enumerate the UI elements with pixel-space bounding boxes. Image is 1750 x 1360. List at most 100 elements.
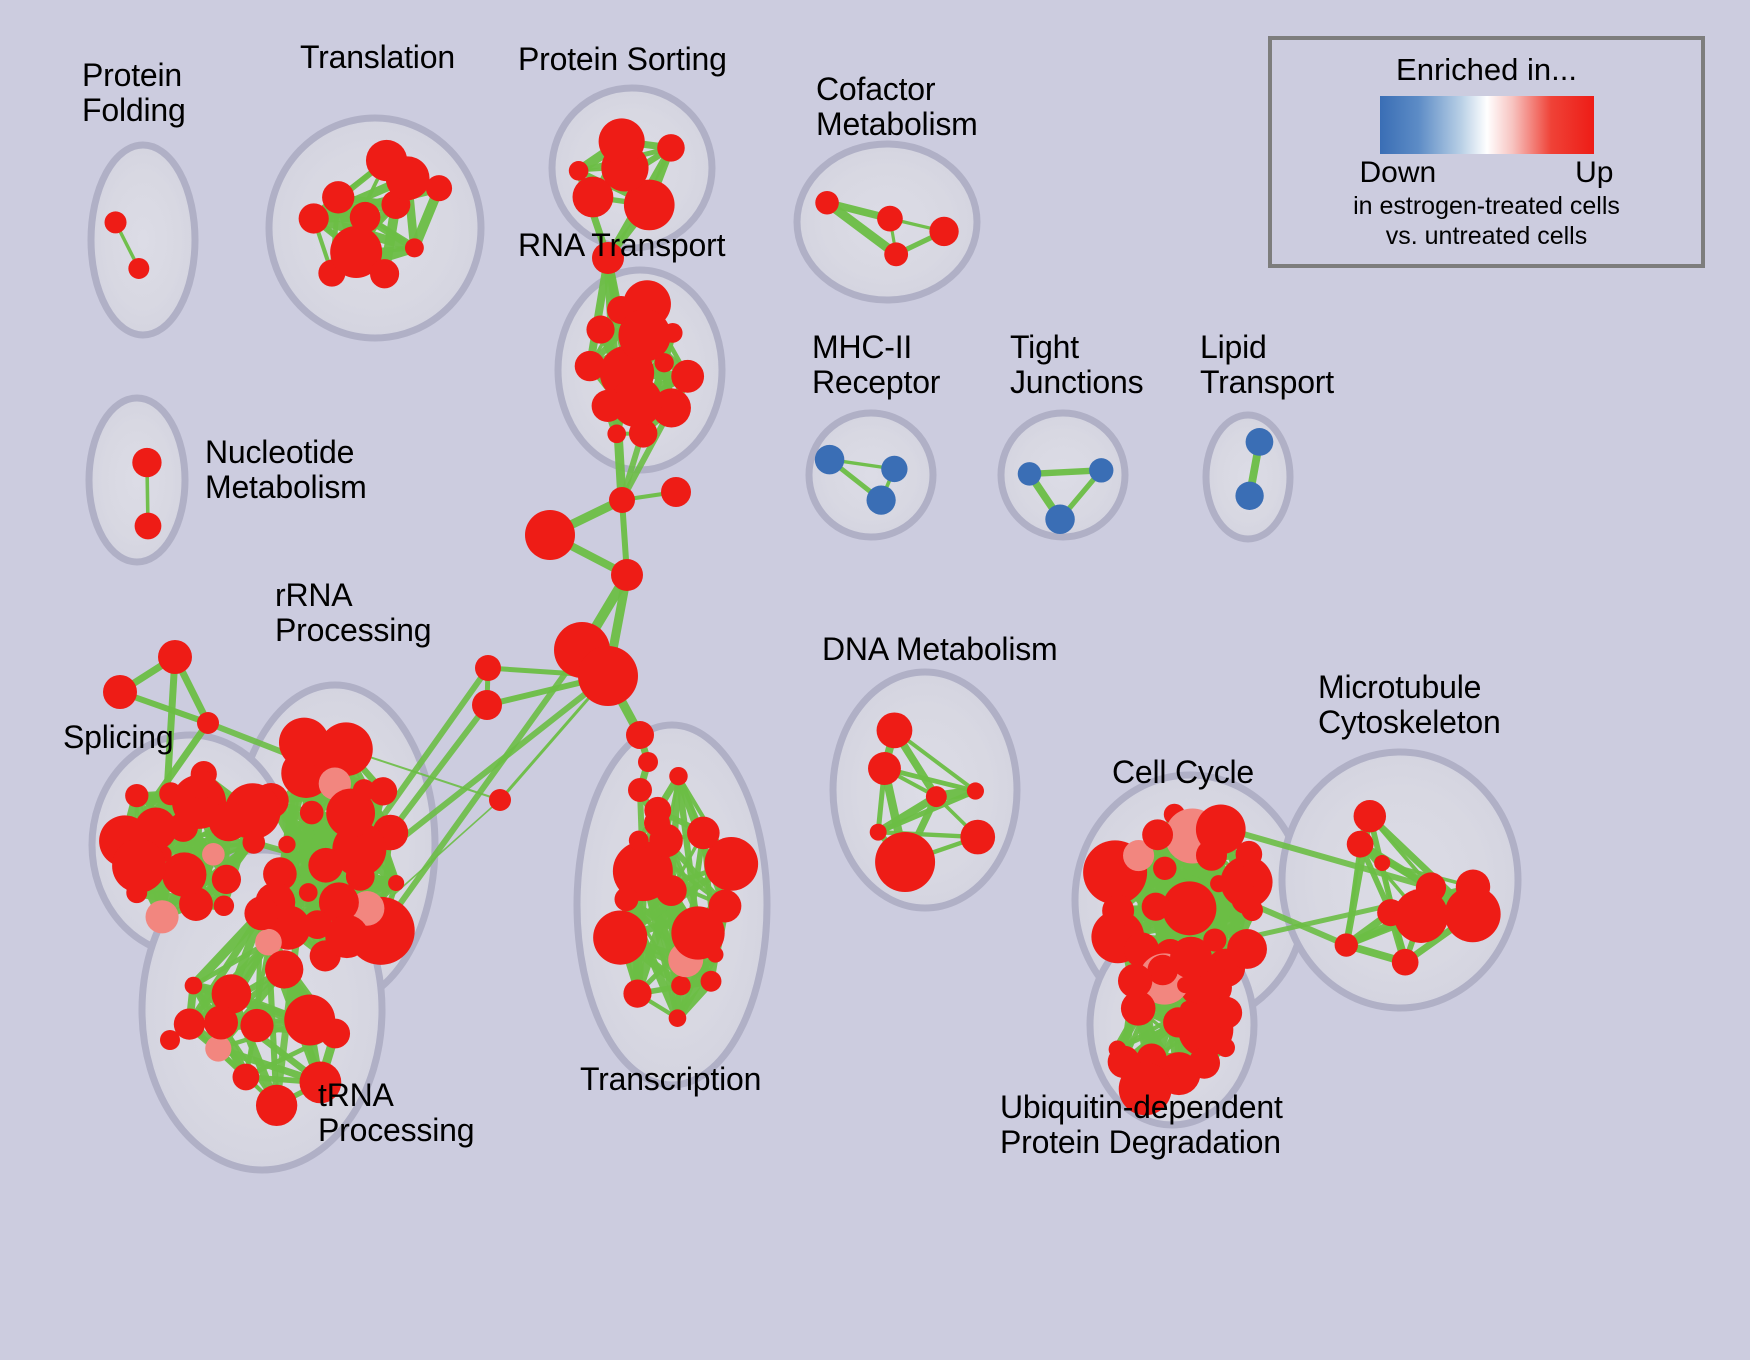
network-node[interactable] xyxy=(404,238,424,258)
network-node[interactable] xyxy=(330,226,383,279)
network-node[interactable] xyxy=(1147,954,1178,986)
network-node[interactable] xyxy=(255,928,282,956)
network-node[interactable] xyxy=(213,895,235,916)
network-node[interactable] xyxy=(638,752,658,772)
network-node[interactable] xyxy=(525,510,575,560)
network-node[interactable] xyxy=(578,646,638,706)
network-node[interactable] xyxy=(368,777,398,806)
network-node[interactable] xyxy=(385,156,430,201)
network-node[interactable] xyxy=(929,216,959,247)
network-node[interactable] xyxy=(1045,504,1075,535)
network-node[interactable] xyxy=(370,259,400,289)
network-node[interactable] xyxy=(592,242,624,274)
network-node[interactable] xyxy=(349,201,381,233)
network-node[interactable] xyxy=(655,875,687,907)
network-node[interactable] xyxy=(203,1005,238,1040)
network-node[interactable] xyxy=(669,766,688,786)
network-node[interactable] xyxy=(1231,884,1262,915)
network-node[interactable] xyxy=(1235,481,1264,510)
network-node[interactable] xyxy=(1089,458,1114,483)
network-node[interactable] xyxy=(925,786,947,808)
network-node[interactable] xyxy=(884,242,909,267)
network-node[interactable] xyxy=(475,655,501,681)
network-node[interactable] xyxy=(345,861,375,891)
network-node[interactable] xyxy=(614,887,639,912)
network-node[interactable] xyxy=(1142,819,1174,851)
network-node[interactable] xyxy=(611,376,663,428)
network-node[interactable] xyxy=(815,190,839,215)
network-node[interactable] xyxy=(134,512,162,540)
network-node[interactable] xyxy=(187,770,217,799)
network-node[interactable] xyxy=(1444,886,1501,943)
network-node[interactable] xyxy=(598,118,645,165)
network-node[interactable] xyxy=(966,782,984,800)
network-node[interactable] xyxy=(671,975,691,996)
network-node[interactable] xyxy=(1374,854,1391,871)
network-node[interactable] xyxy=(302,910,332,940)
network-node[interactable] xyxy=(162,852,207,897)
network-node[interactable] xyxy=(572,176,614,218)
network-node[interactable] xyxy=(607,424,627,444)
network-node[interactable] xyxy=(472,690,502,720)
network-node[interactable] xyxy=(173,1008,205,1040)
network-node[interactable] xyxy=(232,1063,260,1091)
network-node[interactable] xyxy=(322,181,355,214)
network-node[interactable] xyxy=(1245,428,1274,456)
network-node[interactable] xyxy=(1210,996,1243,1029)
network-node[interactable] xyxy=(1153,856,1177,881)
network-node[interactable] xyxy=(881,455,908,483)
network-node[interactable] xyxy=(1216,1038,1235,1058)
network-node[interactable] xyxy=(298,883,318,902)
network-node[interactable] xyxy=(618,309,671,362)
network-node[interactable] xyxy=(308,847,344,883)
network-node[interactable] xyxy=(1170,936,1213,979)
network-node[interactable] xyxy=(593,910,648,965)
network-node[interactable] xyxy=(128,257,150,279)
network-node[interactable] xyxy=(814,444,845,475)
network-node[interactable] xyxy=(960,819,996,855)
network-node[interactable] xyxy=(208,801,249,842)
network-node[interactable] xyxy=(265,950,304,989)
network-node[interactable] xyxy=(1346,830,1374,858)
network-node[interactable] xyxy=(352,779,376,802)
network-node[interactable] xyxy=(644,810,670,836)
network-node[interactable] xyxy=(1235,840,1263,868)
network-node[interactable] xyxy=(325,914,369,959)
network-node[interactable] xyxy=(671,906,725,960)
network-node[interactable] xyxy=(1188,1047,1221,1079)
network-node[interactable] xyxy=(628,830,649,851)
network-node[interactable] xyxy=(425,175,453,202)
network-node[interactable] xyxy=(661,477,691,507)
network-node[interactable] xyxy=(240,1008,274,1043)
network-node[interactable] xyxy=(299,1061,342,1104)
network-node[interactable] xyxy=(1120,991,1156,1026)
network-node[interactable] xyxy=(611,559,643,591)
network-node[interactable] xyxy=(687,816,720,850)
network-node[interactable] xyxy=(704,837,759,891)
network-node[interactable] xyxy=(609,487,635,513)
network-node[interactable] xyxy=(876,712,913,749)
network-node[interactable] xyxy=(158,640,192,674)
network-node[interactable] xyxy=(626,721,654,749)
network-node[interactable] xyxy=(623,979,652,1008)
network-node[interactable] xyxy=(205,1035,232,1062)
network-node[interactable] xyxy=(671,359,705,393)
network-node[interactable] xyxy=(1123,840,1155,872)
network-node[interactable] xyxy=(298,203,329,234)
network-node[interactable] xyxy=(1162,881,1217,936)
network-node[interactable] xyxy=(160,1030,180,1050)
network-node[interactable] xyxy=(1394,888,1449,943)
network-node[interactable] xyxy=(1102,894,1135,927)
network-node[interactable] xyxy=(278,835,296,854)
network-node[interactable] xyxy=(1391,948,1419,976)
network-node[interactable] xyxy=(1141,892,1170,921)
network-node[interactable] xyxy=(1195,804,1246,855)
network-node[interactable] xyxy=(586,315,615,344)
network-node[interactable] xyxy=(1203,928,1227,952)
network-node[interactable] xyxy=(623,179,675,231)
network-node[interactable] xyxy=(244,896,279,931)
network-node[interactable] xyxy=(1107,1045,1141,1079)
network-node[interactable] xyxy=(159,782,183,806)
network-node[interactable] xyxy=(877,205,903,232)
network-node[interactable] xyxy=(1017,462,1042,486)
